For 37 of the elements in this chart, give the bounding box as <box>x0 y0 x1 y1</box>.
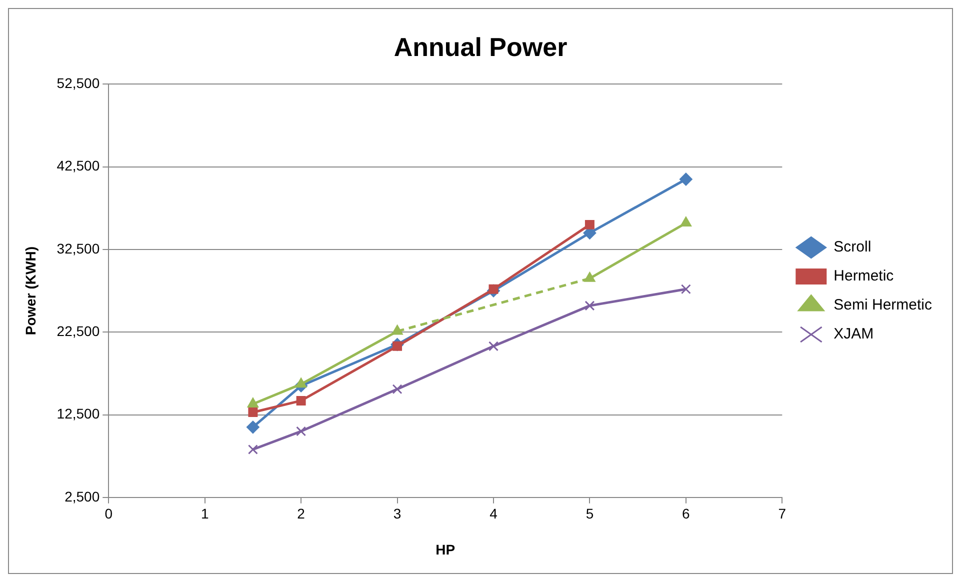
point <box>584 300 595 311</box>
y-tick-label: 12,500 <box>56 406 100 422</box>
x-tick-label: 6 <box>682 506 690 522</box>
x-axis-title: HP <box>436 541 456 558</box>
y-tick-label: 32,500 <box>56 240 100 256</box>
x-tick-label: 1 <box>200 506 209 522</box>
y-axis-title: Power (KWH) <box>22 246 38 336</box>
legend-label: Hermetic <box>834 268 894 285</box>
point <box>246 420 260 434</box>
y-tick-label: 42,500 <box>56 158 100 174</box>
point <box>248 408 258 418</box>
x-tick-label: 5 <box>586 506 594 522</box>
x-tick-label: 3 <box>393 506 402 522</box>
y-tick-label: 2,500 <box>64 488 100 504</box>
point <box>248 444 258 454</box>
legend-label: Scroll <box>834 238 872 256</box>
point <box>680 284 691 294</box>
point <box>680 216 692 227</box>
point <box>679 172 692 186</box>
point <box>247 398 259 408</box>
y-tick-label: 52,500 <box>56 75 100 92</box>
point <box>584 272 596 282</box>
legend-label: XJAM <box>834 326 874 343</box>
point <box>488 341 498 352</box>
x-tick-label: 0 <box>104 506 113 522</box>
point <box>296 396 306 406</box>
point <box>584 220 594 230</box>
point <box>392 324 403 335</box>
point <box>295 378 307 388</box>
point <box>392 384 402 394</box>
x-tick-label: 4 <box>490 506 498 522</box>
y-tick-label: 22,500 <box>56 322 100 339</box>
x-tick-label: 7 <box>778 506 786 522</box>
legend-label: Semi Hermetic <box>834 296 932 314</box>
x-tick-label: 2 <box>297 506 306 522</box>
chart-title: Annual Power <box>394 32 568 62</box>
point <box>296 426 306 436</box>
